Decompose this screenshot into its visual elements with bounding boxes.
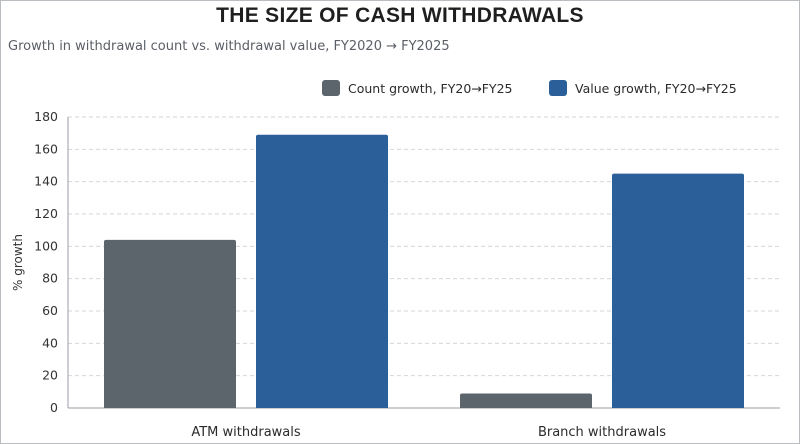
y-tick-label: 100 bbox=[34, 238, 58, 253]
y-tick-label: 80 bbox=[42, 271, 58, 286]
chart-subtitle: Growth in withdrawal count vs. withdrawa… bbox=[8, 39, 450, 54]
bar-value-1 bbox=[612, 173, 744, 408]
legend-label-value: Value growth, FY20→FY25 bbox=[575, 80, 737, 96]
y-tick-label: 160 bbox=[34, 141, 58, 156]
x-category-label: Branch withdrawals bbox=[538, 425, 666, 440]
legend-swatch-value bbox=[549, 80, 567, 96]
bar-count-0 bbox=[104, 239, 236, 408]
bar-count-1 bbox=[460, 393, 592, 408]
x-category-label: ATM withdrawals bbox=[191, 425, 301, 440]
y-tick-label: 140 bbox=[34, 174, 58, 189]
y-tick-label: 60 bbox=[42, 303, 58, 318]
legend-swatch-count bbox=[322, 80, 340, 96]
bar-value-0 bbox=[256, 134, 388, 409]
y-tick-label: 20 bbox=[42, 368, 58, 383]
chart-legend: Count growth, FY20→FY25 Value growth, FY… bbox=[0, 80, 800, 100]
legend-item-value: Value growth, FY20→FY25 bbox=[549, 80, 737, 96]
legend-label-count: Count growth, FY20→FY25 bbox=[348, 80, 513, 96]
y-axis-label: % growth bbox=[11, 234, 25, 291]
y-tick-label: 0 bbox=[50, 400, 58, 415]
legend-item-count: Count growth, FY20→FY25 bbox=[322, 80, 512, 96]
y-tick-label: 40 bbox=[42, 335, 58, 350]
y-tick-label: 120 bbox=[34, 206, 58, 221]
y-tick-label: 180 bbox=[34, 109, 58, 124]
chart-title: THE SIZE OF CASH WITHDRAWALS bbox=[216, 4, 584, 27]
